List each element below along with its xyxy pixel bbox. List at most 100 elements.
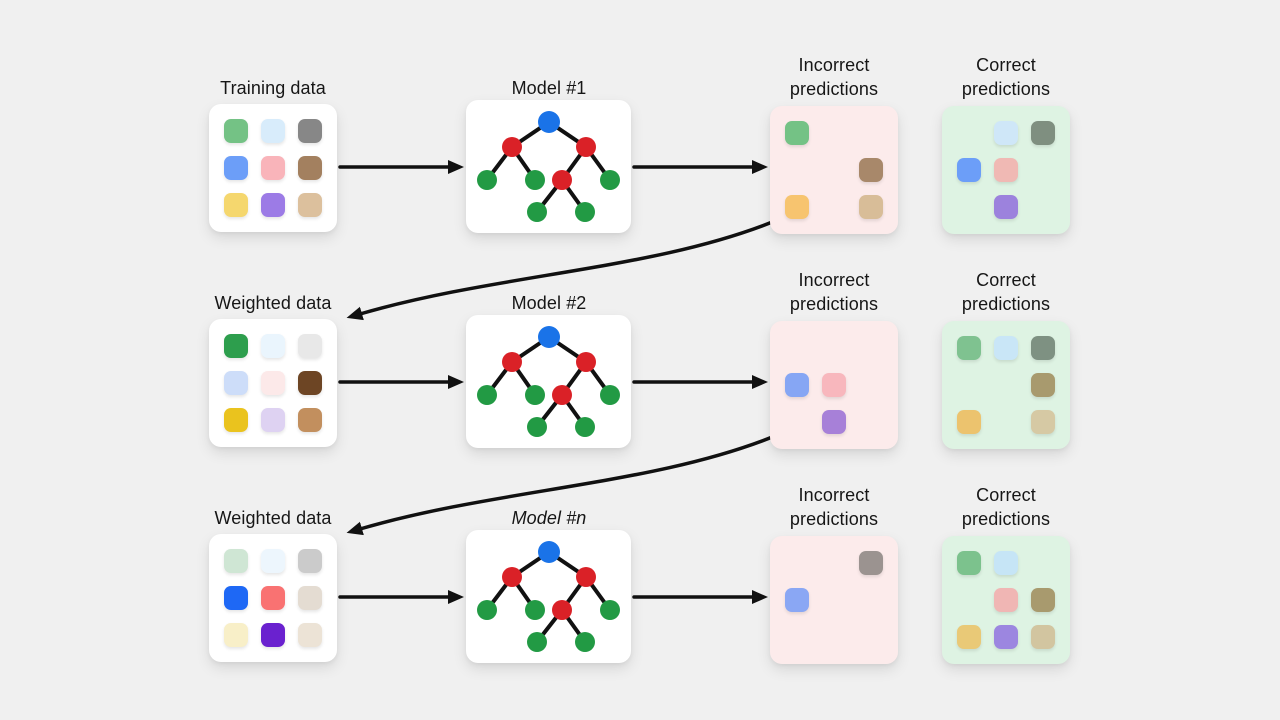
data-item <box>785 588 809 612</box>
data-item <box>298 408 322 432</box>
empty-slot <box>957 373 981 397</box>
tree-node-green <box>525 600 545 620</box>
tree-node-green <box>575 202 595 222</box>
data-item <box>994 551 1018 575</box>
data-item <box>994 195 1018 219</box>
empty-slot <box>994 373 1018 397</box>
data-item <box>224 334 248 358</box>
model-2-card <box>466 315 631 448</box>
empty-slot <box>822 588 846 612</box>
data-item <box>261 119 285 143</box>
data-item <box>224 586 248 610</box>
tree-node-red <box>552 385 572 405</box>
data-item <box>298 119 322 143</box>
empty-slot <box>859 336 883 360</box>
data-item <box>261 586 285 610</box>
decision-tree-icon <box>477 541 620 652</box>
model-n-card <box>466 530 631 663</box>
correct-predictions-label: Correct predictions <box>961 55 1051 99</box>
correct-predictions-card <box>942 321 1070 449</box>
data-item <box>1031 625 1055 649</box>
tree-node-red <box>502 352 522 372</box>
decision-tree-icon <box>477 111 620 222</box>
data-item <box>957 551 981 575</box>
tree-node-red <box>576 567 596 587</box>
tree-node-green <box>600 170 620 190</box>
data-item <box>224 549 248 573</box>
tree-node-red <box>502 567 522 587</box>
data-item <box>298 334 322 358</box>
tree-node-red <box>576 352 596 372</box>
data-item <box>261 408 285 432</box>
data-item <box>994 158 1018 182</box>
tree-node-blue <box>538 326 560 348</box>
data-item <box>859 551 883 575</box>
data-item <box>859 195 883 219</box>
empty-slot <box>822 121 846 145</box>
data-item <box>957 625 981 649</box>
tree-node-green <box>525 170 545 190</box>
empty-slot <box>822 551 846 575</box>
weighted-data-label: Weighted data <box>214 293 332 313</box>
empty-slot <box>1031 551 1055 575</box>
tree-node-green <box>575 417 595 437</box>
correct-predictions-label: Correct predictions <box>961 270 1051 314</box>
data-item <box>994 588 1018 612</box>
empty-slot <box>785 551 809 575</box>
data-item <box>261 193 285 217</box>
data-item <box>822 373 846 397</box>
weighted-data-card <box>209 534 337 662</box>
tree-node-red <box>552 170 572 190</box>
empty-slot <box>822 336 846 360</box>
empty-slot <box>957 195 981 219</box>
data-item <box>224 623 248 647</box>
data-item <box>298 156 322 180</box>
empty-slot <box>859 121 883 145</box>
correct-predictions-card <box>942 106 1070 234</box>
empty-slot <box>785 336 809 360</box>
incorrect-predictions-card <box>770 321 898 449</box>
model-1-label: Model #1 <box>511 78 587 98</box>
data-item <box>785 121 809 145</box>
data-item <box>822 410 846 434</box>
data-item <box>859 158 883 182</box>
data-item <box>298 549 322 573</box>
empty-slot <box>957 588 981 612</box>
data-item <box>261 371 285 395</box>
data-item <box>957 410 981 434</box>
incorrect-predictions-card <box>770 536 898 664</box>
tree-node-green <box>600 600 620 620</box>
data-item <box>298 371 322 395</box>
data-item <box>1031 373 1055 397</box>
tree-node-green <box>477 385 497 405</box>
tree-node-green <box>477 600 497 620</box>
correct-predictions-card <box>942 536 1070 664</box>
data-item <box>261 156 285 180</box>
data-item <box>261 623 285 647</box>
model-n-label: Model #n <box>511 508 587 528</box>
empty-slot <box>822 158 846 182</box>
data-item <box>1031 336 1055 360</box>
tree-node-green <box>575 632 595 652</box>
training-data-label: Training data <box>220 78 326 98</box>
data-item <box>298 623 322 647</box>
model-2-label: Model #2 <box>511 293 587 313</box>
empty-slot <box>957 121 981 145</box>
tree-node-red <box>502 137 522 157</box>
empty-slot <box>1031 158 1055 182</box>
model-1-card <box>466 100 631 233</box>
empty-slot <box>859 588 883 612</box>
weighted-data-card <box>209 319 337 447</box>
empty-slot <box>994 410 1018 434</box>
empty-slot <box>859 625 883 649</box>
decision-tree-icon <box>477 326 620 437</box>
tree-node-red <box>576 137 596 157</box>
empty-slot <box>785 158 809 182</box>
tree-node-green <box>527 632 547 652</box>
tree-node-blue <box>538 111 560 133</box>
data-item <box>224 119 248 143</box>
data-item <box>224 156 248 180</box>
data-item <box>785 373 809 397</box>
empty-slot <box>785 410 809 434</box>
